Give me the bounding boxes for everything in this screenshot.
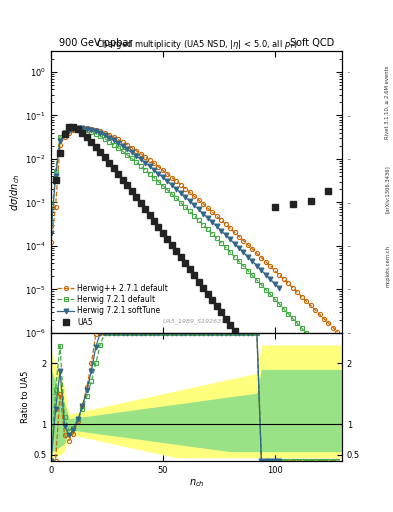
UA5 — [250, 352, 255, 358]
UA5 — [80, 130, 85, 136]
Herwig 7.2.1 softTune — [49, 230, 53, 236]
UA5 — [223, 316, 228, 322]
UA5 — [169, 242, 174, 248]
UA5 — [116, 171, 121, 177]
UA5 — [192, 272, 196, 279]
UA5 — [237, 334, 241, 340]
Herwig++ 2.7.1 default — [120, 139, 125, 145]
UA5 — [174, 248, 179, 254]
UA5 — [156, 224, 161, 230]
Y-axis label: Ratio to UA5: Ratio to UA5 — [21, 371, 30, 423]
Herwig 7.2.1 softTune — [75, 125, 80, 131]
UA5 — [129, 188, 134, 195]
UA5 — [111, 165, 116, 172]
UA5 — [94, 144, 98, 150]
UA5 — [58, 150, 62, 156]
UA5 — [165, 236, 170, 242]
Herwig 7.2.1 default — [335, 364, 340, 370]
Herwig++ 2.7.1 default — [335, 329, 340, 335]
Herwig 7.2.1 default — [138, 163, 143, 169]
UA5 — [187, 266, 192, 272]
UA5 — [272, 203, 277, 209]
UA5 — [219, 309, 224, 315]
Herwig 7.2.1 softTune — [201, 210, 206, 217]
UA5 — [62, 131, 67, 137]
Text: Rivet 3.1.10, ≥ 2.6M events: Rivet 3.1.10, ≥ 2.6M events — [385, 66, 390, 139]
UA5 — [232, 328, 237, 334]
UA5 — [143, 206, 147, 212]
UA5 — [196, 279, 201, 285]
Herwig 7.2.1 softTune — [192, 202, 196, 208]
UA5 — [138, 200, 143, 206]
Text: 900 GeV ppbar: 900 GeV ppbar — [59, 38, 132, 49]
UA5 — [161, 230, 165, 236]
UA5 — [255, 358, 259, 365]
UA5 — [152, 218, 156, 224]
UA5 — [308, 198, 313, 204]
UA5 — [89, 139, 94, 145]
Herwig 7.2.1 softTune — [67, 127, 72, 134]
UA5 — [214, 303, 219, 309]
X-axis label: $n_{ch}$: $n_{ch}$ — [189, 477, 204, 489]
Herwig++ 2.7.1 default — [80, 125, 85, 131]
Herwig 7.2.1 softTune — [263, 272, 268, 278]
UA5 — [201, 285, 206, 291]
Herwig 7.2.1 default — [326, 354, 331, 360]
Herwig++ 2.7.1 default — [138, 151, 143, 157]
UA5 — [326, 188, 331, 195]
Herwig++ 2.7.1 default — [326, 320, 331, 326]
UA5 — [241, 340, 246, 346]
Text: [arXiv:1306.3436]: [arXiv:1306.3436] — [385, 165, 390, 214]
UA5 — [103, 154, 107, 160]
UA5 — [134, 195, 138, 201]
Text: UA5_1989_S1926373: UA5_1989_S1926373 — [163, 318, 230, 325]
UA5 — [98, 149, 103, 155]
Legend: Herwig++ 2.7.1 default, Herwig 7.2.1 default, Herwig 7.2.1 softTune, UA5: Herwig++ 2.7.1 default, Herwig 7.2.1 def… — [55, 282, 170, 329]
Herwig 7.2.1 default — [49, 222, 53, 228]
Line: Herwig 7.2.1 default: Herwig 7.2.1 default — [49, 125, 340, 370]
Text: Soft QCD: Soft QCD — [290, 38, 334, 49]
UA5 — [246, 346, 250, 352]
UA5 — [125, 182, 130, 188]
UA5 — [205, 291, 210, 297]
UA5 — [53, 177, 58, 183]
UA5 — [107, 160, 112, 166]
UA5 — [210, 297, 215, 303]
UA5 — [67, 123, 72, 130]
UA5 — [147, 212, 152, 218]
Herwig 7.2.1 default — [120, 148, 125, 155]
Line: Herwig 7.2.1 softTune: Herwig 7.2.1 softTune — [49, 125, 282, 291]
UA5 — [84, 134, 89, 140]
UA5 — [290, 201, 295, 207]
Herwig 7.2.1 softTune — [161, 175, 165, 181]
Herwig 7.2.1 default — [174, 196, 179, 202]
Herwig 7.2.1 softTune — [277, 285, 282, 291]
Herwig 7.2.1 default — [75, 125, 80, 131]
Herwig++ 2.7.1 default — [174, 178, 179, 184]
UA5 — [75, 126, 80, 132]
Text: mcplots.cern.ch: mcplots.cern.ch — [385, 245, 390, 287]
Herwig++ 2.7.1 default — [201, 201, 206, 207]
Line: UA5: UA5 — [53, 124, 331, 364]
Y-axis label: $d\sigma/dn_{ch}$: $d\sigma/dn_{ch}$ — [9, 173, 22, 211]
Herwig++ 2.7.1 default — [49, 239, 53, 245]
UA5 — [228, 322, 232, 328]
Line: Herwig++ 2.7.1 default: Herwig++ 2.7.1 default — [49, 125, 340, 334]
UA5 — [178, 254, 183, 260]
Herwig++ 2.7.1 default — [299, 293, 304, 300]
UA5 — [183, 260, 188, 266]
UA5 — [71, 123, 76, 130]
Herwig 7.2.1 default — [299, 325, 304, 331]
Herwig 7.2.1 softTune — [134, 153, 138, 159]
UA5 — [120, 177, 125, 183]
Herwig 7.2.1 default — [201, 222, 206, 228]
Title: Charged multiplicity (UA5 NSD, $|\eta|$ < 5.0, all $p_T$): Charged multiplicity (UA5 NSD, $|\eta|$ … — [95, 38, 298, 51]
